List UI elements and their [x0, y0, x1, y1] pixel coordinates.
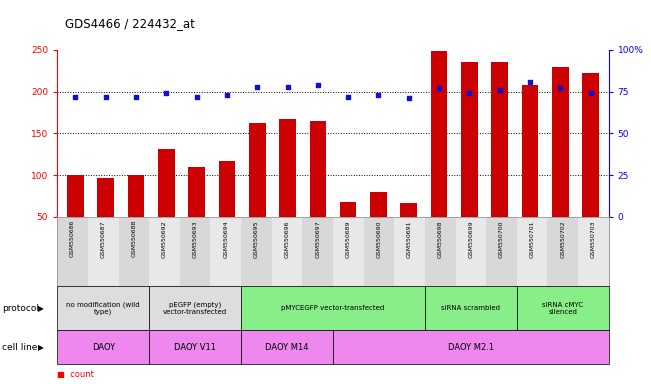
Point — [252, 84, 262, 90]
Bar — [67, 175, 84, 259]
Point — [191, 94, 202, 100]
Text: DAOY M14: DAOY M14 — [266, 343, 309, 352]
Bar — [98, 178, 114, 259]
Text: GSM550694: GSM550694 — [223, 220, 229, 258]
Text: GSM550697: GSM550697 — [315, 220, 320, 258]
Bar — [219, 161, 235, 259]
Text: no modification (wild
type): no modification (wild type) — [66, 301, 140, 315]
Text: GSM550686: GSM550686 — [70, 220, 75, 257]
Point — [494, 87, 505, 93]
Text: GSM550702: GSM550702 — [561, 220, 565, 258]
Point — [555, 85, 566, 91]
Text: cell line: cell line — [2, 343, 37, 352]
Text: DAOY M2.1: DAOY M2.1 — [448, 343, 494, 352]
Bar — [340, 202, 357, 259]
Text: pEGFP (empty)
vector-transfected: pEGFP (empty) vector-transfected — [163, 301, 227, 315]
Point — [283, 84, 293, 90]
Bar — [188, 167, 205, 259]
Text: GSM550691: GSM550691 — [407, 220, 412, 258]
Text: GDS4466 / 224432_at: GDS4466 / 224432_at — [65, 17, 195, 30]
Point — [343, 94, 353, 100]
Text: GSM550692: GSM550692 — [162, 220, 167, 258]
Text: GSM550688: GSM550688 — [132, 220, 136, 257]
Point — [464, 90, 475, 96]
Text: GSM550687: GSM550687 — [101, 220, 105, 258]
Point — [525, 79, 535, 85]
Point — [100, 94, 111, 100]
Text: GSM550703: GSM550703 — [591, 220, 596, 258]
Bar — [552, 67, 568, 259]
Text: GSM550698: GSM550698 — [437, 220, 443, 258]
Text: GSM550701: GSM550701 — [530, 220, 534, 258]
Text: GSM550690: GSM550690 — [376, 220, 381, 258]
Text: siRNA cMYC
silenced: siRNA cMYC silenced — [542, 302, 583, 314]
Text: ■  count: ■ count — [57, 370, 94, 379]
Text: protocol: protocol — [2, 304, 39, 313]
Text: GSM550693: GSM550693 — [193, 220, 198, 258]
Bar — [431, 51, 447, 259]
Bar — [492, 63, 508, 259]
Text: ▶: ▶ — [38, 343, 44, 352]
Text: ▶: ▶ — [38, 304, 44, 313]
Text: GSM550700: GSM550700 — [499, 220, 504, 258]
Bar — [279, 119, 296, 259]
Text: GSM550699: GSM550699 — [468, 220, 473, 258]
Point — [222, 92, 232, 98]
Point — [70, 94, 81, 100]
Point — [404, 95, 414, 101]
Bar — [158, 149, 174, 259]
Text: pMYCEGFP vector-transfected: pMYCEGFP vector-transfected — [281, 305, 385, 311]
Point — [373, 92, 383, 98]
Point — [312, 82, 323, 88]
Text: DAOY V11: DAOY V11 — [174, 343, 216, 352]
Bar — [249, 122, 266, 259]
Bar — [521, 85, 538, 259]
Point — [131, 94, 141, 100]
Point — [585, 90, 596, 96]
Point — [161, 90, 172, 96]
Text: siRNA scrambled: siRNA scrambled — [441, 305, 501, 311]
Bar — [370, 192, 387, 259]
Text: GSM550689: GSM550689 — [346, 220, 351, 258]
Text: DAOY: DAOY — [92, 343, 115, 352]
Bar — [461, 63, 478, 259]
Text: GSM550696: GSM550696 — [284, 220, 290, 258]
Bar — [582, 73, 599, 259]
Text: GSM550695: GSM550695 — [254, 220, 259, 258]
Bar — [309, 121, 326, 259]
Bar — [400, 203, 417, 259]
Point — [434, 85, 444, 91]
Bar — [128, 175, 145, 259]
